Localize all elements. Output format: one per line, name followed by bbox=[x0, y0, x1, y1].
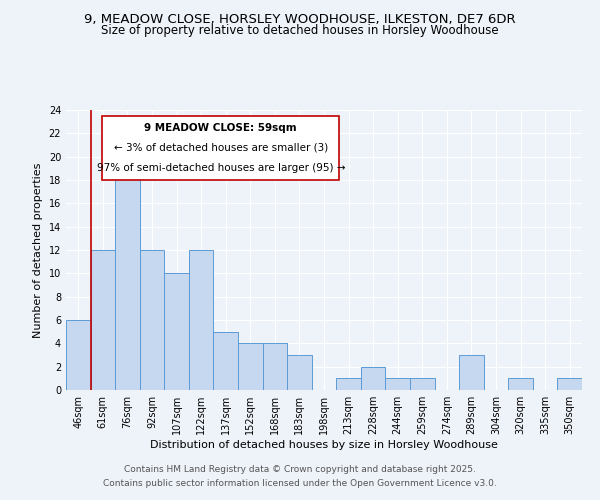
Bar bbox=[66, 320, 91, 390]
Bar bbox=[189, 250, 214, 390]
X-axis label: Distribution of detached houses by size in Horsley Woodhouse: Distribution of detached houses by size … bbox=[150, 440, 498, 450]
Bar bbox=[459, 355, 484, 390]
Bar bbox=[336, 378, 361, 390]
Bar bbox=[91, 250, 115, 390]
Bar bbox=[164, 274, 189, 390]
Bar bbox=[214, 332, 238, 390]
Bar bbox=[115, 156, 140, 390]
Bar bbox=[557, 378, 582, 390]
Bar bbox=[385, 378, 410, 390]
Text: ← 3% of detached houses are smaller (3): ← 3% of detached houses are smaller (3) bbox=[113, 143, 328, 153]
Text: 9 MEADOW CLOSE: 59sqm: 9 MEADOW CLOSE: 59sqm bbox=[145, 124, 297, 134]
Bar bbox=[287, 355, 312, 390]
Bar bbox=[410, 378, 434, 390]
Bar bbox=[238, 344, 263, 390]
Bar bbox=[508, 378, 533, 390]
Text: Contains HM Land Registry data © Crown copyright and database right 2025.
Contai: Contains HM Land Registry data © Crown c… bbox=[103, 466, 497, 487]
Bar bbox=[140, 250, 164, 390]
Text: Size of property relative to detached houses in Horsley Woodhouse: Size of property relative to detached ho… bbox=[101, 24, 499, 37]
Bar bbox=[263, 344, 287, 390]
Text: 9, MEADOW CLOSE, HORSLEY WOODHOUSE, ILKESTON, DE7 6DR: 9, MEADOW CLOSE, HORSLEY WOODHOUSE, ILKE… bbox=[84, 12, 516, 26]
Text: 97% of semi-detached houses are larger (95) →: 97% of semi-detached houses are larger (… bbox=[97, 164, 345, 173]
Bar bbox=[361, 366, 385, 390]
Y-axis label: Number of detached properties: Number of detached properties bbox=[33, 162, 43, 338]
FancyBboxPatch shape bbox=[102, 116, 340, 180]
